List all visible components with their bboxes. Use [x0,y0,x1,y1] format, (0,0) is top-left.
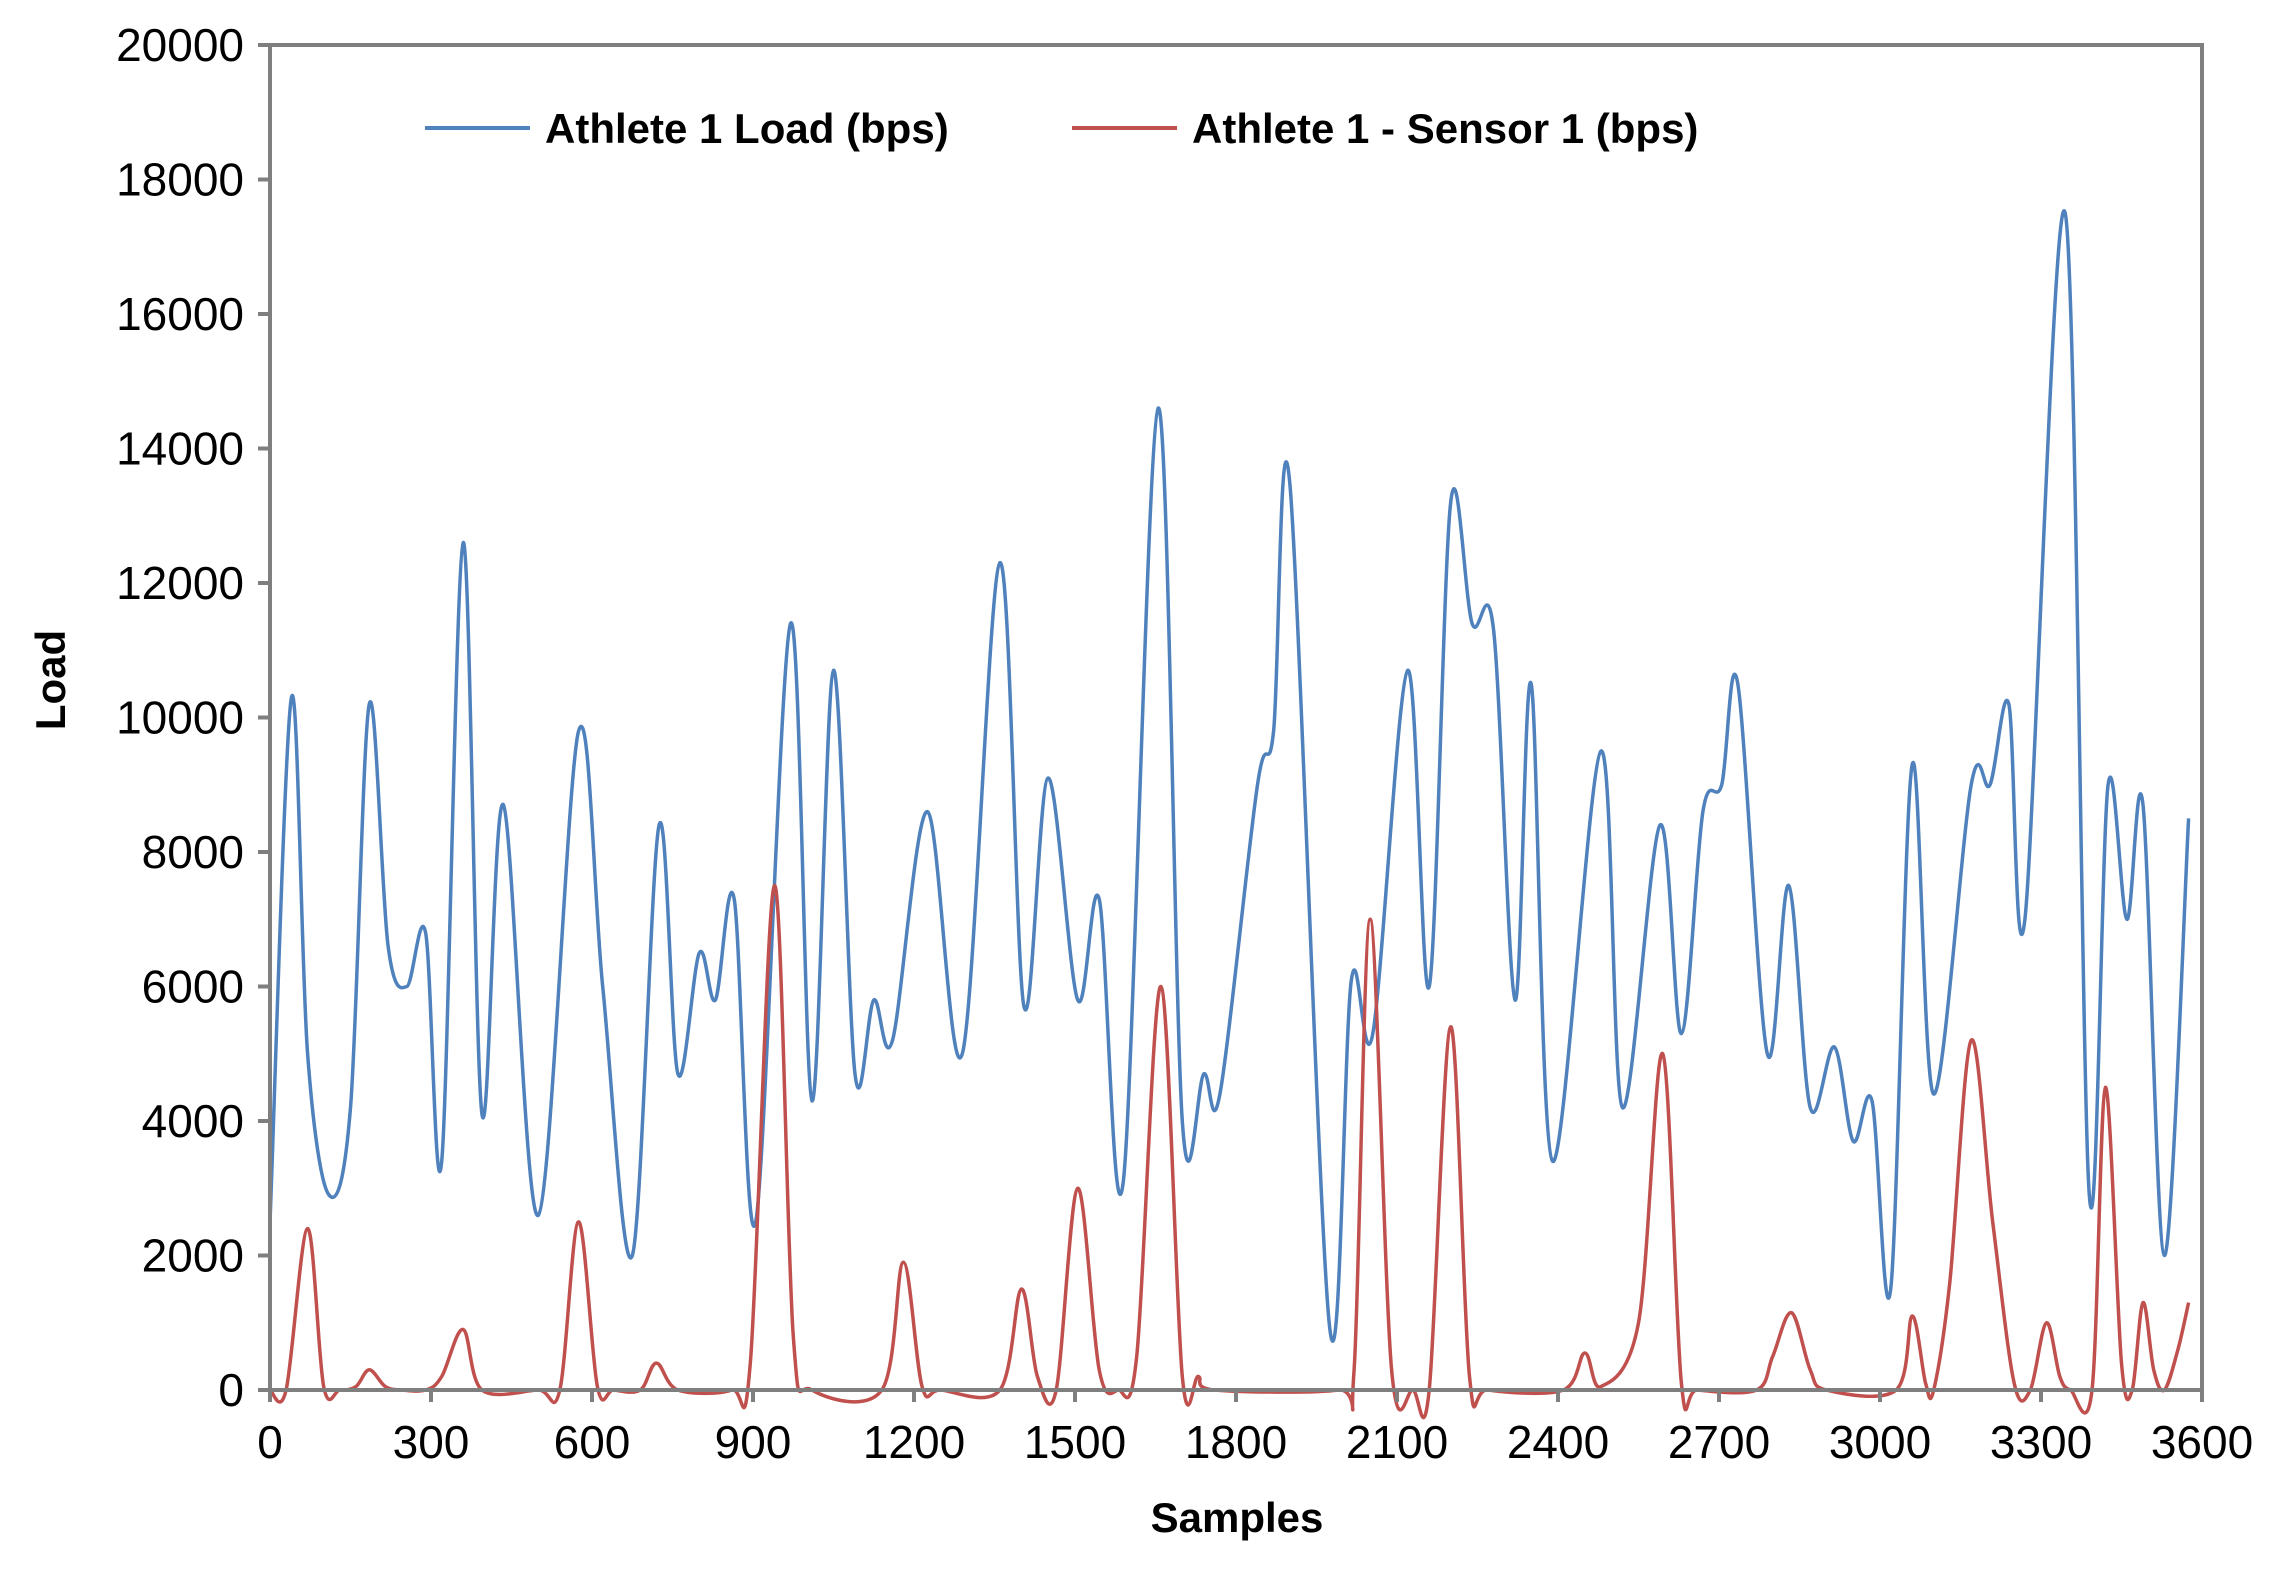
x-tick-label: 1500 [1024,1416,1126,1468]
y-tick-label: 4000 [142,1095,244,1147]
y-tick-label: 16000 [116,288,244,340]
legend: Athlete 1 Load (bps) Athlete 1 - Sensor … [425,105,1698,152]
x-tick-label: 3600 [2151,1416,2253,1468]
series-line-2 [268,883,2191,1420]
y-axis-title: Load [27,630,74,730]
legend-label-series-1: Athlete 1 Load (bps) [545,105,949,152]
x-axis-title: Samples [1151,1494,1324,1541]
x-axis-ticks: 0 300 600 900 1200 1500 1800 2100 2400 2700 3000 33… [257,1390,2253,1468]
x-tick-label: 1200 [863,1416,965,1468]
legend-label-series-2: Athlete 1 - Sensor 1 (bps) [1192,105,1698,152]
y-tick-label: 2000 [142,1230,244,1282]
x-tick-label: 3300 [1990,1416,2092,1468]
y-tick-label: 12000 [116,557,244,609]
x-tick-label: 2400 [1507,1416,1609,1468]
y-tick-label: 18000 [116,154,244,206]
series-line-1 [268,209,2191,1343]
y-tick-label: 6000 [142,961,244,1013]
y-tick-label: 20000 [116,19,244,71]
x-tick-label: 300 [393,1416,470,1468]
x-tick-label: 2100 [1346,1416,1448,1468]
x-tick-label: 3000 [1829,1416,1931,1468]
x-tick-label: 900 [715,1416,792,1468]
y-axis-ticks: 0 2000 4000 6000 8000 10000 12000 14000 16000 180… [116,19,270,1416]
series-group [268,209,2191,1420]
y-tick-label: 14000 [116,423,244,475]
x-tick-label: 1800 [1185,1416,1287,1468]
y-tick-label: 8000 [142,826,244,878]
y-tick-label: 10000 [116,692,244,744]
y-tick-label: 0 [218,1364,244,1416]
x-tick-label: 0 [257,1416,283,1468]
x-tick-label: 2700 [1668,1416,1770,1468]
x-tick-label: 600 [554,1416,631,1468]
